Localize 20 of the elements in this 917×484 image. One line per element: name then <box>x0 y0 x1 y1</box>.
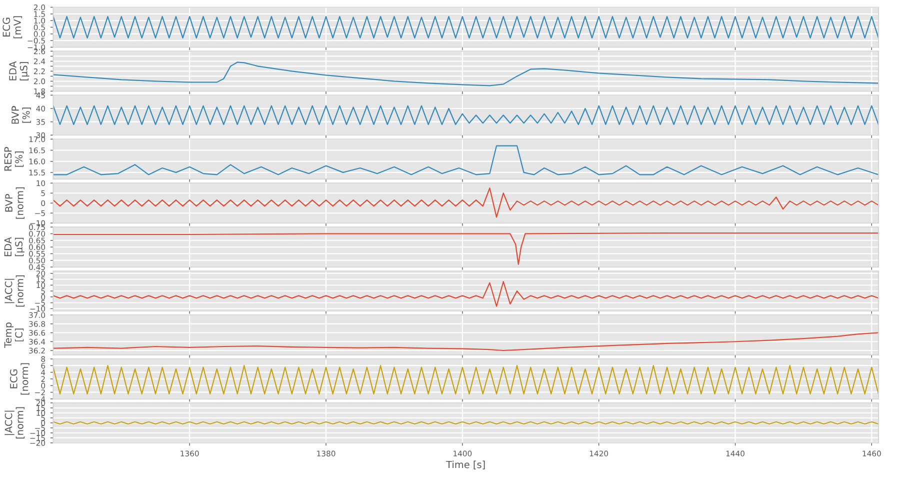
y-axis-title: ECG [norm] <box>10 363 30 395</box>
y-axis-title: BVP [%] <box>12 106 31 124</box>
line-series <box>53 62 878 86</box>
y-axis-title: BVP [norm] <box>5 187 25 219</box>
line-series <box>53 332 878 352</box>
y-axis-title: |ACC| [norm] <box>4 407 25 439</box>
line-series <box>53 16 878 38</box>
line-series <box>53 365 878 394</box>
y-axis-title: EDA [μS] <box>4 237 24 256</box>
line-series <box>53 188 878 218</box>
y-axis-title: EDA [μS] <box>9 61 30 80</box>
line-series <box>53 105 878 126</box>
line-series <box>53 281 878 307</box>
y-axis-title: RESP [%] <box>4 146 24 171</box>
y-axis-title: |ACC| [norm] <box>4 275 25 307</box>
x-axis-title: Time [s] <box>446 460 485 470</box>
line-series <box>53 232 878 265</box>
y-axis-title: ECG [mV] <box>2 16 22 38</box>
y-axis-title: Temp [C] <box>4 322 24 348</box>
line-series <box>53 145 878 176</box>
